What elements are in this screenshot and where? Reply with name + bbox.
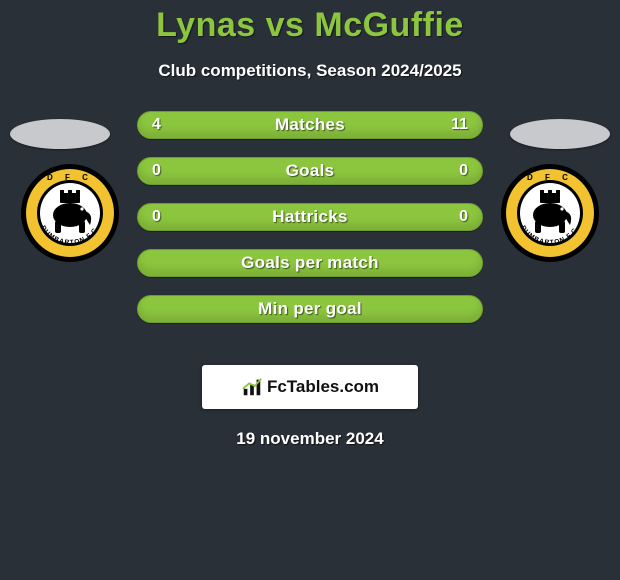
stat-label: Goals xyxy=(286,161,335,181)
stat-bars: 4 Matches 11 0 Goals 0 0 Hattricks 0 Goa… xyxy=(137,111,483,341)
page-title: Lynas vs McGuffie xyxy=(0,0,620,45)
bar-chart-icon xyxy=(241,376,263,398)
stat-bar-matches: 4 Matches 11 xyxy=(137,111,483,139)
stat-bar-goals: 0 Goals 0 xyxy=(137,157,483,185)
subtitle: Club competitions, Season 2024/2025 xyxy=(0,61,620,81)
fctables-logo: FcTables.com xyxy=(241,376,379,398)
stat-value-left: 0 xyxy=(152,208,161,226)
comparison-stage: D F C DUMBARTON F.C. D F C xyxy=(0,105,620,355)
dumbarton-crest-icon: D F C DUMBARTON F.C. xyxy=(20,163,120,263)
club-crest-right: D F C DUMBARTON F.C. xyxy=(500,163,600,263)
stat-bar-hattricks: 0 Hattricks 0 xyxy=(137,203,483,231)
svg-text:D F C: D F C xyxy=(47,173,93,182)
stat-value-right: 0 xyxy=(459,208,468,226)
stat-value-right: 0 xyxy=(459,162,468,180)
brand-box[interactable]: FcTables.com xyxy=(202,365,418,409)
date-line: 19 november 2024 xyxy=(0,429,620,449)
stat-label: Matches xyxy=(275,115,345,135)
stat-bar-min-per-goal: Min per goal xyxy=(137,295,483,323)
stat-label: Min per goal xyxy=(258,299,362,319)
player-halo-left xyxy=(10,119,110,149)
stat-value-left: 0 xyxy=(152,162,161,180)
dumbarton-crest-icon: D F C DUMBARTON F.C. xyxy=(500,163,600,263)
svg-text:D F C: D F C xyxy=(527,173,573,182)
stat-value-right: 11 xyxy=(451,116,468,134)
stat-bar-goals-per-match: Goals per match xyxy=(137,249,483,277)
brand-text: FcTables.com xyxy=(267,377,379,397)
stat-label: Goals per match xyxy=(241,253,379,273)
player-halo-right xyxy=(510,119,610,149)
stat-value-left: 4 xyxy=(152,116,161,134)
stat-label: Hattricks xyxy=(272,207,347,227)
club-crest-left: D F C DUMBARTON F.C. xyxy=(20,163,120,263)
